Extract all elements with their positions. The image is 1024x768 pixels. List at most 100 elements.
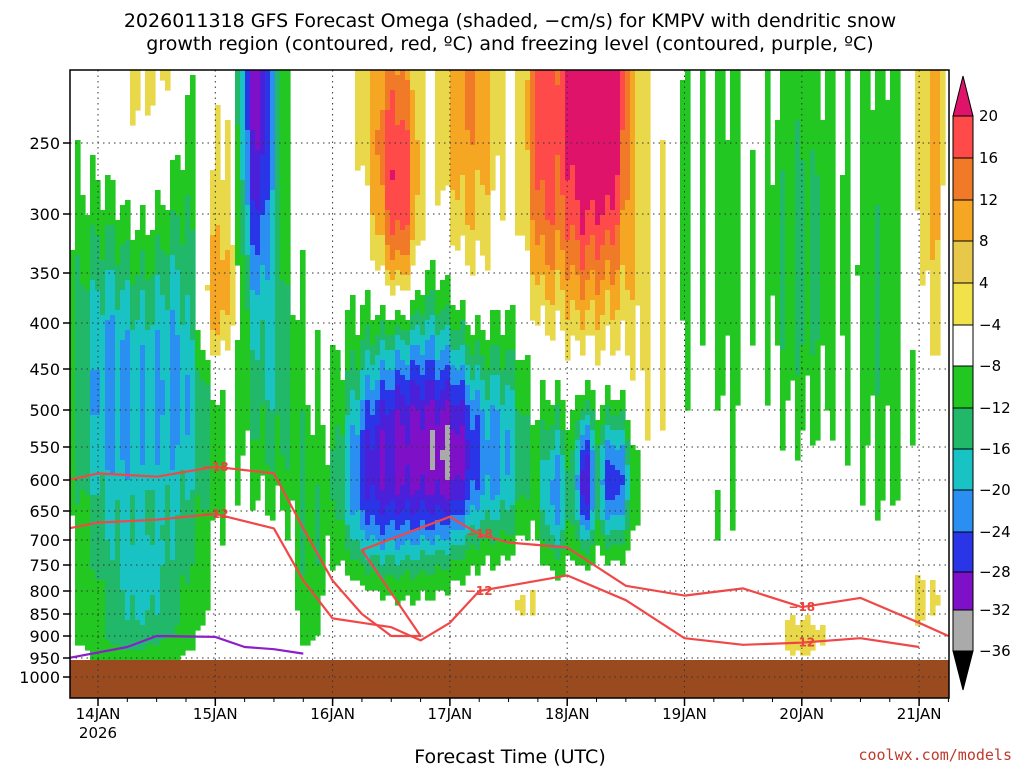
omega-cell [80,380,86,386]
omega-cell [160,575,166,581]
omega-cell [90,310,96,316]
omega-cell [130,495,136,501]
omega-cell [365,295,371,301]
omega-cell [370,210,376,216]
omega-cell [95,345,101,351]
omega-cell [205,605,211,611]
omega-cell [225,245,231,251]
omega-cell [125,630,131,636]
omega-cell [85,225,91,231]
omega-cell [250,350,256,356]
omega-cell [340,445,346,451]
omega-cell [115,245,121,251]
omega-cell [270,440,276,446]
omega-cell [145,330,151,336]
omega-cell [175,615,181,621]
omega-cell [165,430,171,436]
omega-cell [260,115,266,121]
omega-cell [70,420,76,426]
omega-cell [70,390,76,396]
omega-cell [245,305,251,311]
omega-cell [255,495,261,501]
omega-cell [190,535,196,541]
omega-cell [235,350,241,356]
omega-cell [170,255,176,261]
omega-cell [150,505,156,511]
omega-cell [220,440,226,446]
omega-cell [120,605,126,611]
omega-cell [375,175,381,181]
omega-cell [355,75,361,81]
omega-cell [260,430,266,436]
omega-cell [225,300,231,306]
omega-cell [155,315,161,321]
omega-cell [390,155,396,161]
omega-cell [350,545,356,551]
omega-cell [95,495,101,501]
omega-cell [110,650,116,656]
omega-cell [105,220,111,226]
omega-cell [155,420,161,426]
omega-cell [350,470,356,476]
omega-cell [280,370,286,376]
omega-cell [175,190,181,196]
omega-cell [140,545,146,551]
omega-cell [70,500,76,506]
omega-cell [85,255,91,261]
omega-cell [350,340,356,346]
omega-cell [140,625,146,631]
omega-cell [85,600,91,606]
omega-cell [265,190,271,196]
omega-cell [160,305,166,311]
omega-cell [180,250,186,256]
omega-cell [390,170,396,176]
omega-cell [240,320,246,326]
omega-cell [370,235,376,241]
omega-cell [70,430,76,436]
omega-cell [245,180,251,186]
omega-cell [95,575,101,581]
omega-cell [300,595,306,601]
omega-cell [90,420,96,426]
omega-cell [160,400,166,406]
omega-cell [90,335,96,341]
omega-cell [275,385,281,391]
omega-cell [200,375,206,381]
omega-cell [75,510,81,516]
omega-cell [200,485,206,491]
omega-cell [130,385,136,391]
omega-cell [380,500,386,506]
omega-cell [120,460,126,466]
omega-cell [90,455,96,461]
omega-cell [370,505,376,511]
omega-cell [185,470,191,476]
omega-cell [235,370,241,376]
omega-cell [175,630,181,636]
omega-cell [295,425,301,431]
omega-cell [385,550,391,556]
omega-cell [305,420,311,426]
omega-cell [95,450,101,456]
omega-cell [300,365,306,371]
omega-cell [150,530,156,536]
omega-cell [95,380,101,386]
omega-cell [270,140,276,146]
omega-cell [265,345,271,351]
omega-cell [140,650,146,656]
omega-cell [250,160,256,166]
omega-cell [195,485,201,491]
omega-cell [280,130,286,136]
omega-cell [315,545,321,551]
omega-cell [350,320,356,326]
omega-cell [255,455,261,461]
omega-cell [160,360,166,366]
omega-cell [165,340,171,346]
omega-cell [120,315,126,321]
omega-cell [185,380,191,386]
omega-cell [210,340,216,346]
omega-cell [100,555,106,561]
omega-cell [345,480,351,486]
omega-cell [135,555,141,561]
omega-cell [75,270,81,276]
omega-cell [265,395,271,401]
